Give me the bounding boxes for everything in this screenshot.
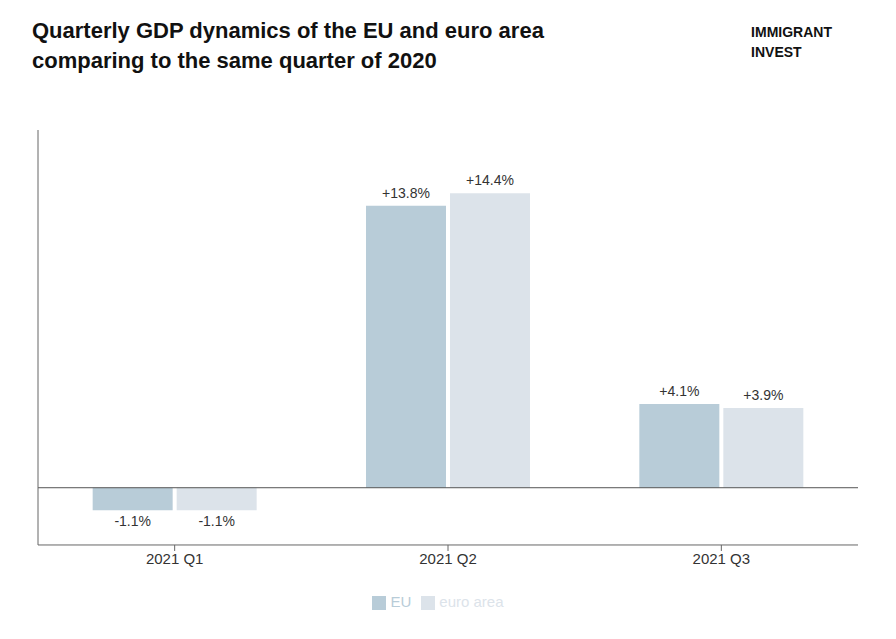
svg-text:-1.1%: -1.1% bbox=[114, 513, 151, 529]
html-text:euro area: euro area bbox=[439, 593, 504, 610]
html-text:IMMIGRANT: IMMIGRANT bbox=[751, 24, 832, 40]
html-text:comparing to the same quarter: comparing to the same quarter of 2020 bbox=[32, 48, 437, 73]
html-text:INVEST: INVEST bbox=[751, 44, 802, 60]
html-text:EU: EU bbox=[390, 593, 412, 610]
svg-text:+4.1%: +4.1% bbox=[659, 383, 699, 399]
svg-text:+3.9%: +3.9% bbox=[743, 387, 783, 403]
svg-text:2021 Q1: 2021 Q1 bbox=[146, 550, 204, 567]
svg-text:-1.1%: -1.1% bbox=[198, 513, 235, 529]
svg-text:2021 Q3: 2021 Q3 bbox=[693, 550, 751, 567]
svg-text:+14.4%: +14.4% bbox=[466, 172, 514, 188]
svg-text:+13.8%: +13.8% bbox=[382, 185, 430, 201]
html-text:Quarterly GDP dynamics of the: Quarterly GDP dynamics of the EU and eur… bbox=[32, 18, 544, 43]
svg-text:2021 Q2: 2021 Q2 bbox=[419, 550, 477, 567]
